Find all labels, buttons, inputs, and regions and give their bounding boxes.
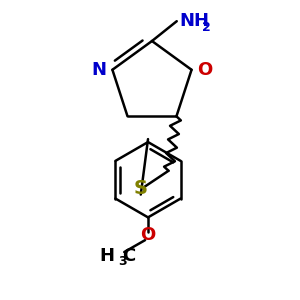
Text: 3: 3 [118,256,127,268]
Text: S: S [134,179,148,198]
Text: NH: NH [180,12,210,30]
Text: O: O [140,226,156,244]
Text: H: H [99,247,114,265]
Text: C: C [122,247,136,265]
Text: O: O [197,61,213,79]
Text: 2: 2 [202,21,210,34]
Text: N: N [92,61,106,79]
